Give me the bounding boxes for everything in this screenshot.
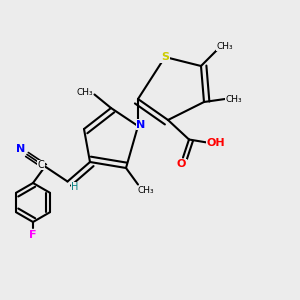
Text: CH₃: CH₃ (217, 42, 233, 51)
Text: N: N (136, 119, 146, 130)
Text: H: H (71, 182, 79, 193)
Text: OH: OH (207, 137, 225, 148)
Text: CH₃: CH₃ (76, 88, 93, 97)
Text: S: S (161, 52, 169, 62)
Text: F: F (29, 230, 37, 241)
Text: CH₃: CH₃ (137, 186, 154, 195)
Text: O: O (177, 159, 186, 169)
Text: CH₃: CH₃ (226, 94, 242, 103)
Text: C: C (38, 160, 44, 170)
Text: N: N (16, 144, 25, 154)
